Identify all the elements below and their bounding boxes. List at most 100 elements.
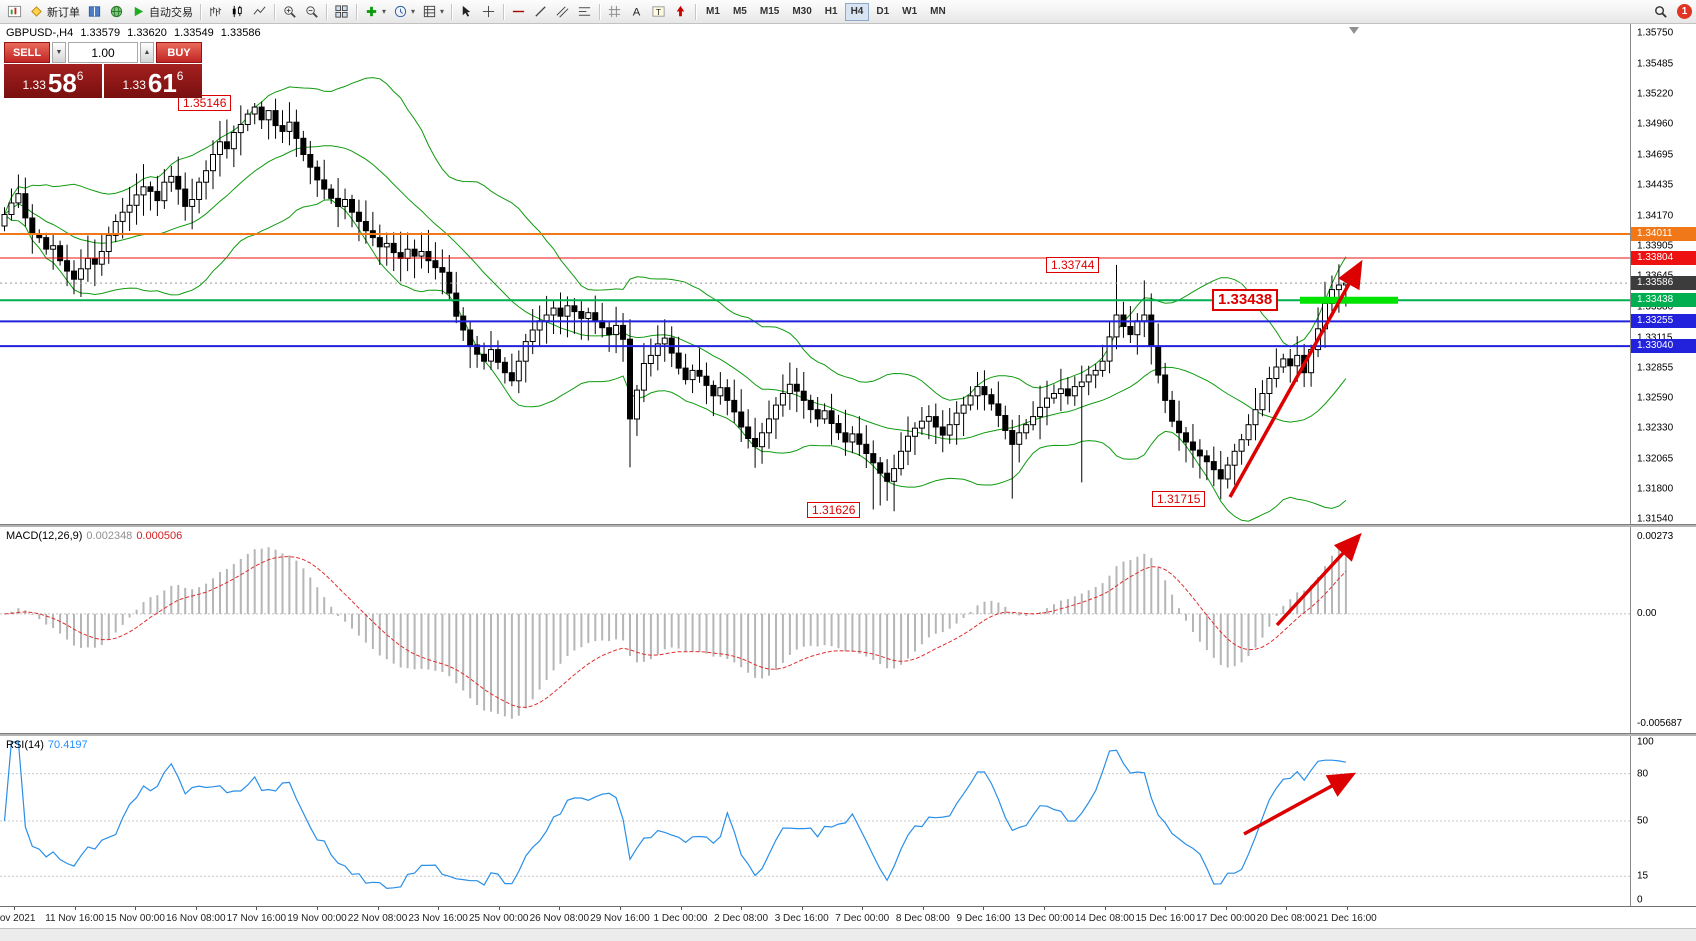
price-label-annotation[interactable]: 1.33438 — [1212, 289, 1279, 311]
new-order-icon — [29, 4, 44, 19]
time-axis-tick — [680, 907, 682, 910]
zoom-out-button[interactable] — [301, 2, 322, 22]
caret-down-icon: ▾ — [411, 7, 416, 16]
text-button[interactable]: A — [626, 2, 647, 22]
new-order-button[interactable]: 新订单 — [26, 2, 83, 22]
symbol-timeframe: GBPUSD-,H4 — [6, 27, 74, 39]
buy-price-big: 61 — [147, 68, 177, 98]
text-label-button[interactable]: T — [648, 2, 669, 22]
cursor-button[interactable] — [456, 2, 477, 22]
time-axis-tick — [135, 907, 137, 910]
trendline-button[interactable] — [530, 2, 551, 22]
new-chart-button[interactable] — [4, 2, 25, 22]
zoom-out-icon — [304, 4, 319, 19]
templates-icon — [422, 4, 437, 19]
volume-down-button[interactable]: ▼ — [52, 42, 66, 63]
notification-badge[interactable]: 1 — [1677, 4, 1692, 19]
time-axis-label: 9 Dec 16:00 — [956, 913, 1011, 924]
ohlc-high: 1.33620 — [127, 27, 167, 39]
line-chart-button[interactable] — [249, 2, 270, 22]
rsi-pane[interactable]: 100 80 50 15 0 RSI(14) 70.4197 — [0, 736, 1696, 906]
price-axis-tick: 1.31540 — [1637, 513, 1674, 524]
buy-price-display[interactable]: 1.33 61 6 — [104, 64, 202, 98]
timeframe-m5-button[interactable]: M5 — [727, 3, 753, 21]
equidistant-channel-button[interactable] — [552, 2, 573, 22]
price-label-annotation[interactable]: 1.31626 — [807, 502, 861, 518]
price-axis[interactable]: 1.35750 1.35485 1.35220 1.34960 1.34695 1.344… — [1630, 24, 1696, 524]
timeframe-m30-button[interactable]: M30 — [786, 3, 817, 21]
candlestick-chart-button[interactable] — [227, 2, 248, 22]
fibonacci-button[interactable] — [574, 2, 595, 22]
time-axis-tick — [983, 907, 985, 910]
arrows-tool-button[interactable] — [670, 2, 691, 22]
price-tag: 1.33040 — [1631, 339, 1696, 354]
templates-button[interactable]: ▾ — [419, 2, 447, 22]
price-label-annotation[interactable]: 1.31715 — [1152, 491, 1206, 507]
periods-icon — [393, 4, 408, 19]
text-label-icon: T — [651, 4, 666, 19]
time-axis-label: 15 Nov 00:00 — [105, 913, 165, 924]
time-axis-label: 20 Dec 08:00 — [1256, 913, 1317, 924]
volume-up-button[interactable]: ▲ — [140, 42, 154, 63]
timeframe-h1-button[interactable]: H1 — [819, 3, 844, 21]
timeframe-d1-button[interactable]: D1 — [870, 3, 895, 21]
macd-chart-canvas[interactable] — [0, 527, 1630, 733]
market-watch-button[interactable] — [84, 2, 105, 22]
zoom-in-button[interactable] — [279, 2, 300, 22]
periods-button[interactable]: ▾ — [390, 2, 418, 22]
price-axis-tick: 1.31800 — [1637, 483, 1674, 495]
buy-button[interactable]: BUY — [156, 42, 202, 63]
sell-price-display[interactable]: 1.33 58 6 — [4, 64, 102, 98]
price-axis-tick: 1.32065 — [1637, 453, 1674, 465]
time-axis-label: 23 Nov 16:00 — [408, 913, 468, 924]
price-label-annotation[interactable]: 1.33744 — [1046, 257, 1100, 273]
time-axis-tick — [74, 907, 76, 910]
timeframe-m1-button[interactable]: M1 — [700, 3, 726, 21]
one-click-prices: 1.33 58 6 1.33 61 6 — [4, 64, 202, 98]
ohlc-close: 1.33586 — [220, 27, 261, 39]
time-axis-tick — [1044, 907, 1046, 910]
time-axis-label: 17 Nov 16:00 — [226, 913, 287, 924]
search-button[interactable] — [1650, 2, 1671, 22]
market-watch-icon — [87, 4, 102, 19]
rsi-chart-canvas[interactable] — [0, 736, 1630, 906]
indicators-button[interactable]: ▾ — [361, 2, 389, 22]
buy-price-small: 1.33 — [122, 78, 146, 92]
macd-pane[interactable]: 0.00273 0.00 -0.005687 MACD(12,26,9) 0.00… — [0, 527, 1696, 733]
time-axis-tick — [801, 907, 803, 910]
macd-axis: 0.00273 0.00 -0.005687 — [1630, 527, 1696, 733]
price-tag: 1.33586 — [1631, 276, 1696, 291]
data-window-button[interactable] — [106, 2, 127, 22]
time-axis-tick — [1347, 907, 1348, 910]
timeframe-w1-button[interactable]: W1 — [896, 3, 923, 21]
crosshair-icon — [481, 4, 496, 19]
sell-button[interactable]: SELL — [4, 42, 50, 63]
crosshair-button[interactable] — [478, 2, 499, 22]
time-axis-label: 1 Dec 00:00 — [653, 913, 708, 924]
trendline-icon — [533, 4, 548, 19]
auto-trading-button[interactable]: 自动交易 — [128, 2, 196, 22]
price-chart-canvas[interactable] — [0, 24, 1630, 524]
price-axis-tick: 1.32855 — [1637, 362, 1674, 374]
rsi-axis-tick: 15 — [1637, 870, 1649, 882]
tile-windows-button[interactable] — [331, 2, 352, 22]
pane-separator[interactable] — [0, 524, 1696, 527]
auto-trading-icon — [131, 4, 146, 19]
macd-axis-max: 0.00273 — [1637, 531, 1674, 542]
price-axis-tick: 1.34960 — [1637, 118, 1674, 130]
time-axis-tick — [377, 907, 379, 910]
pane-separator[interactable] — [0, 733, 1696, 736]
timeframe-m15-button[interactable]: M15 — [754, 3, 785, 21]
tile-windows-icon — [334, 4, 349, 19]
time-axis-tick — [862, 907, 864, 910]
timeframe-h4-button[interactable]: H4 — [844, 2, 870, 21]
horizontal-line-button[interactable] — [508, 2, 529, 22]
price-pane[interactable]: 1.35750 1.35485 1.35220 1.34960 1.34695 1.344… — [0, 24, 1696, 524]
bar-chart-button[interactable] — [205, 2, 226, 22]
timeframe-mn-button[interactable]: MN — [924, 3, 952, 21]
grid-button[interactable] — [604, 2, 625, 22]
volume-input[interactable] — [68, 42, 138, 63]
price-axis-tick: 1.34435 — [1637, 179, 1674, 191]
price-label-annotation[interactable]: 1.35146 — [178, 95, 232, 111]
